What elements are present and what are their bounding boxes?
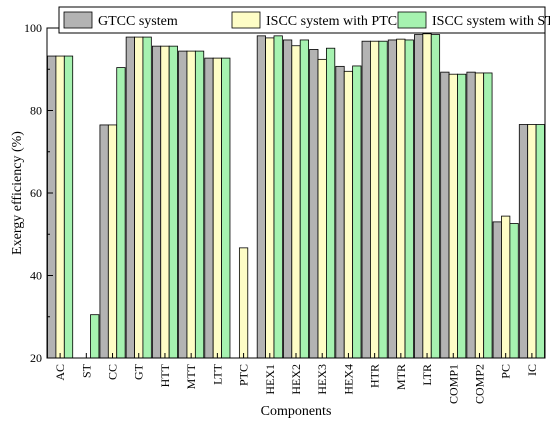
bar-gt-series-3 [142,36,152,359]
bar-comp1-series-1 [440,71,450,359]
x-tick-label-mtr: MTR [394,364,408,390]
legend-swatch-3 [397,11,427,29]
y-tick-label: 20 [30,351,42,365]
x-tick-label-ltr: LTR [420,364,434,386]
bar-cc-series-2 [107,124,118,359]
y-axis: 20 40 60 80 100 [24,21,53,365]
bar-hex4-series-1 [335,65,345,359]
bar-ltt-series-3 [221,57,231,359]
bar-hex2-series-1 [282,39,293,359]
bar-hex4-series-3 [352,65,362,359]
bar-mtt-series-1 [178,50,188,359]
y-tick-label: 100 [24,21,42,35]
x-tick-label-htt: HTT [158,363,172,387]
legend-label-1: GTCC system [98,14,178,29]
bar-hex3-series-1 [309,49,319,359]
bar-htr-series-1 [361,40,371,359]
x-axis: AC ST CC GT HTT MTT LTT PTC HEX1 HEX2 HEX3 HEX4 HTR M… [53,353,539,404]
bar-htt-series-2 [160,45,170,359]
x-tick-label-comp1: COMP1 [446,364,460,404]
y-tick-label: 40 [30,269,42,283]
bar-hex1-series-2 [265,37,275,359]
bars-layer [47,33,545,359]
legend-swatch-1 [63,11,93,29]
bar-gt-series-1 [125,36,135,359]
x-tick-label-ic: IC [525,364,539,376]
bar-mtr-series-2 [396,38,406,359]
legend-label-3: ISCC system with ST [432,14,550,29]
y-tick-label: 60 [30,186,42,200]
bar-ic-series-3 [535,124,545,359]
bar-gt-series-2 [134,36,144,359]
bar-ic-series-1 [518,124,529,359]
y-tick-label: 80 [30,104,42,118]
bar-htt-series-3 [168,45,178,359]
bar-hex1-series-3 [273,35,283,359]
legend-swatch-2 [231,11,261,29]
x-tick-label-hex4: HEX4 [341,364,355,395]
bar-hex2-series-3 [299,39,310,359]
bar-ic-series-2 [527,124,537,359]
bar-mtr-series-1 [387,39,398,359]
x-tick-label-ltt: LTT [210,363,224,385]
bar-hex2-series-2 [291,45,301,359]
bar-comp2-series-2 [474,72,485,359]
bar-comp1-series-3 [457,73,467,359]
bar-pc-series-1 [492,221,502,359]
bar-htr-series-3 [378,40,388,359]
x-tick-label-hex1: HEX1 [263,364,277,395]
bar-st-series-3 [90,314,100,359]
bar-ltr-series-2 [422,33,432,359]
bar-pc-series-3 [509,223,519,359]
y-axis-label: Exergy efficiency (%) [10,131,25,255]
bar-cc-series-1 [99,124,109,359]
x-tick-label-gt: GT [132,363,146,380]
legend: GTCC system ISCC system with PTC ISCC syst… [58,6,550,34]
bar-ac-series-2 [55,55,65,359]
legend-box [58,6,546,34]
x-tick-label-ac: AC [53,364,67,381]
bar-ac-series-1 [47,55,57,359]
x-tick-label-hex3: HEX3 [315,364,329,395]
bar-pc-series-2 [501,215,511,359]
bar-ptc-series-2 [238,247,249,359]
x-tick-label-cc: CC [106,364,120,380]
x-tick-label-mtt: MTT [184,363,198,389]
bar-comp1-series-2 [448,73,458,359]
bar-ltr-series-3 [430,34,441,359]
bar-mtr-series-3 [404,39,414,359]
bar-ltr-series-1 [414,34,424,359]
x-tick-label-ptc: PTC [237,364,251,386]
x-axis-label: Components [261,404,332,419]
x-tick-label-pc: PC [499,364,513,379]
x-tick-label-htr: HTR [368,364,382,388]
bar-hex3-series-3 [326,47,336,359]
bar-cc-series-3 [116,67,126,359]
x-tick-label-st: ST [79,363,93,378]
bar-htr-series-2 [370,40,380,359]
bar-mtt-series-3 [194,50,205,359]
bar-comp2-series-1 [466,71,476,359]
x-tick-label-hex2: HEX2 [289,364,303,395]
bar-comp2-series-3 [483,72,493,359]
bar-ltt-series-1 [204,57,214,359]
legend-label-2: ISCC system with PTC [266,14,397,29]
bar-ac-series-3 [63,55,74,359]
bar-hex4-series-2 [343,70,354,359]
x-tick-label-comp2: COMP2 [472,364,486,404]
bar-mtt-series-2 [186,50,196,359]
bar-ltt-series-2 [212,57,222,359]
bar-hex3-series-2 [317,58,327,359]
bar-htt-series-1 [151,45,162,359]
bar-hex1-series-1 [256,35,266,359]
